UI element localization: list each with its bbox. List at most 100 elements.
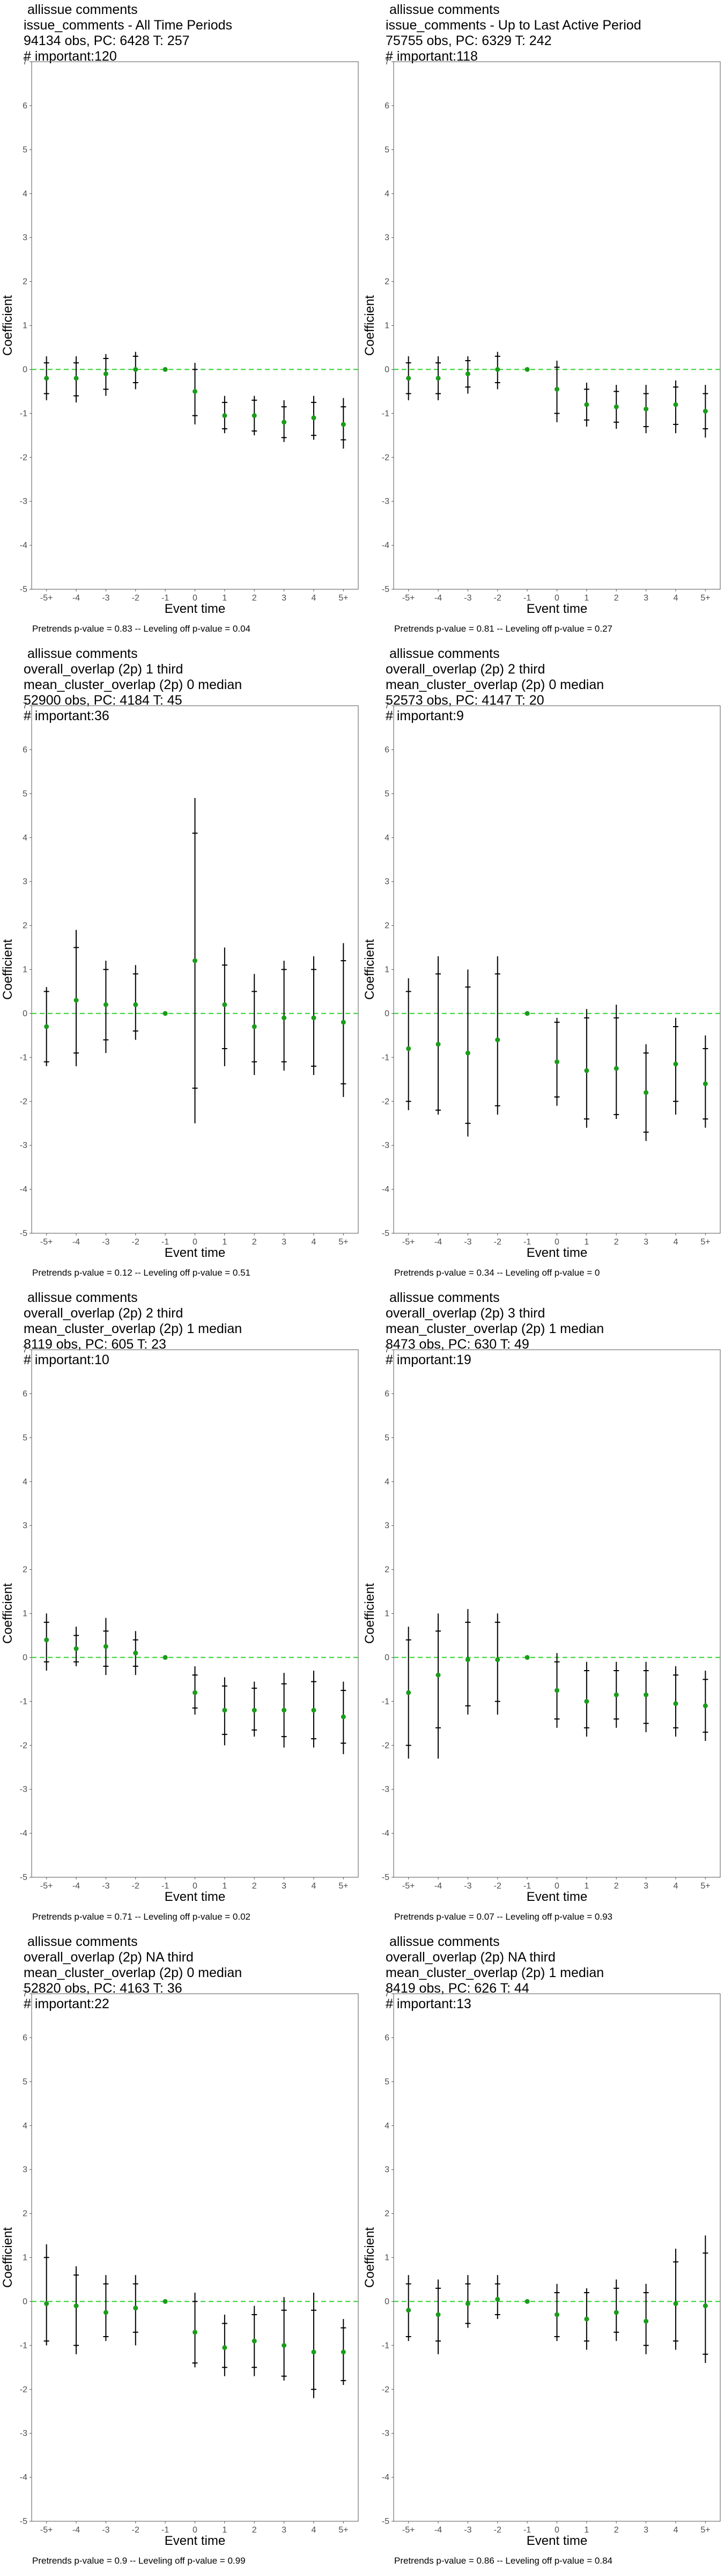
y-tick-label: 7 [23,1989,27,1999]
y-tick-label: 4 [385,1477,389,1487]
header-line: 94134 obs, PC: 6428 T: 257 [24,33,190,48]
coefficient-point [252,1708,257,1713]
pvalue-note: Pretrends p-value = 0.34 -- Leveling off… [394,1268,600,1278]
x-tick-label: -1 [161,594,169,603]
x-tick-label: 5+ [700,1882,710,1891]
x-tick-label: -2 [132,2526,139,2535]
x-tick-label: -2 [132,1238,139,1247]
y-tick-label: 7 [23,1345,27,1355]
x-tick-label: 2 [614,1882,619,1891]
pvalue-note: Pretrends p-value = 0.07 -- Leveling off… [394,1912,612,1922]
y-tick-label: 3 [23,2165,27,2175]
y-tick-label: 3 [385,1521,389,1531]
y-tick-label: -3 [382,1141,389,1150]
coefficient-point [673,402,678,407]
y-tick-label: 0 [385,1653,389,1662]
coefficient-point [341,1020,346,1025]
x-tick-label: 5+ [700,2526,710,2535]
coefficient-point [44,376,49,381]
coefficient-point [673,2301,678,2307]
x-tick-label: -1 [523,594,531,603]
panel-header: allissue comments issue_comments - Up to… [386,2,641,64]
header-line: 8419 obs, PC: 626 T: 44 [386,1981,529,1996]
y-tick-label: -1 [20,1697,27,1706]
header-line: mean_cluster_overlap (2p) 1 median [386,1321,604,1336]
y-tick-label: 7 [23,57,27,67]
x-tick-label: -3 [102,1882,109,1891]
y-tick-label: 2 [23,1565,27,1575]
y-tick-label: -5 [20,2517,27,2526]
y-tick-label: 6 [23,2033,27,2043]
coefficient-point [555,1688,559,1693]
x-axis-label: Event time [527,602,587,616]
coefficient-point [495,1657,500,1663]
x-tick-label: 2 [252,594,257,603]
x-tick-label: 1 [584,1238,589,1247]
header-line: overall_overlap (2p) 3 third [386,1306,545,1321]
x-tick-label: 1 [222,1238,227,1247]
coefficient-point [103,1002,108,1007]
x-tick-label: 2 [252,1238,257,1247]
y-tick-label: -4 [382,1829,389,1838]
coefficient-point [162,367,168,372]
header-line: # important:22 [24,1996,109,2011]
coefficient-point [644,2318,649,2324]
y-tick-label: 0 [23,2297,27,2306]
header-line: 52820 obs, PC: 4163 T: 36 [24,1981,182,1996]
coefficient-point [282,1708,287,1713]
x-tick-label: -3 [464,2526,471,2535]
x-tick-label: 0 [555,1882,559,1891]
panel-header: allissue comments overall_overlap (2p) 1… [24,646,242,724]
x-tick-label: 2 [614,594,619,603]
y-tick-label: 4 [23,189,27,199]
x-axis-label: Event time [165,602,225,616]
x-tick-label: -5+ [40,1882,53,1891]
panel-header: allissue comments overall_overlap (2p) 2… [386,646,604,724]
coefficient-point [555,2312,559,2317]
y-tick-label: 2 [23,921,27,931]
coefficient-point [435,376,441,381]
x-tick-label: 1 [584,2526,589,2535]
x-axis-label: Event time [165,1246,225,1260]
x-tick-label: 0 [193,594,197,603]
y-tick-label: 5 [23,1433,27,1443]
plot-frame [393,61,721,590]
y-tick-label: 6 [23,745,27,755]
x-tick-label: -4 [72,1238,80,1247]
x-tick-label: 5+ [338,594,348,603]
coefficient-point [703,408,708,414]
x-tick-label: 3 [282,1238,286,1247]
x-tick-label: 5+ [700,1238,710,1247]
y-tick-label: -4 [382,1185,389,1194]
y-tick-label: 1 [23,1609,27,1619]
y-tick-label: -3 [20,1141,27,1150]
pvalue-note: Pretrends p-value = 0.9 -- Leveling off … [32,2556,246,2566]
coefficient-point [73,376,79,381]
header-line: allissue comments [386,646,500,661]
x-tick-label: 4 [312,2526,316,2535]
y-tick-label: 1 [385,1609,389,1619]
coefficient-plot: -5 -4 -3 -2 -1 0 1 2 3 4 5 6 7 -5+ -4 -3 -2 -1 0 1 2 3 4 5+ Even… [363,701,721,1260]
x-tick-label: -1 [523,2526,531,2535]
header-line: overall_overlap (2p) NA third [24,1950,194,1965]
header-line: allissue comments [386,1290,500,1305]
coefficient-point [103,371,108,377]
coefficient-point [495,367,500,372]
plot-frame [393,1349,721,1878]
y-tick-label: -1 [382,1053,389,1062]
x-tick-label: 3 [644,1238,648,1247]
y-tick-label: 5 [23,789,27,799]
header-line: 52573 obs, PC: 4147 T: 20 [386,693,544,708]
y-tick-label: 7 [23,701,27,711]
y-tick-label: 2 [385,1565,389,1575]
header-line: mean_cluster_overlap (2p) 0 median [386,677,604,692]
y-tick-label: 2 [23,2209,27,2219]
x-tick-label: -3 [464,594,471,603]
x-tick-label: 1 [222,594,227,603]
x-tick-label: -1 [161,1882,169,1891]
coefficient-point [495,2296,500,2302]
y-tick-label: -5 [382,585,389,594]
x-tick-label: -5+ [40,2526,53,2535]
header-line: overall_overlap (2p) NA third [386,1950,556,1965]
x-tick-label: 2 [252,2526,257,2535]
